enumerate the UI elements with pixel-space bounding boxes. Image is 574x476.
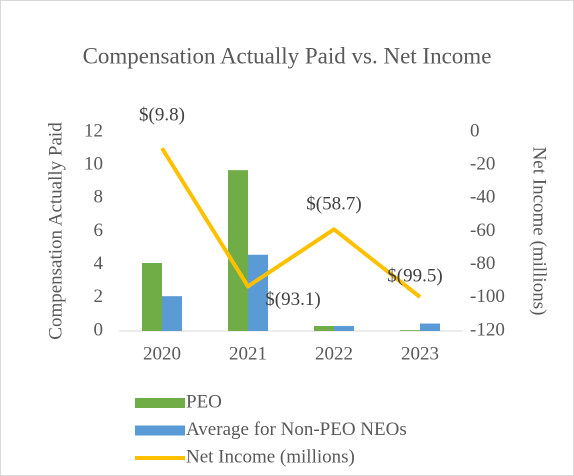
data-label: $(9.8) (139, 105, 185, 126)
y-tick-label: 6 (94, 220, 104, 241)
x-tick-label: 2023 (401, 343, 439, 364)
bar (248, 254, 268, 331)
bar (162, 296, 182, 331)
legend-swatch (135, 425, 185, 436)
bar (228, 170, 248, 331)
bar (420, 323, 440, 331)
y2-tick-label: -40 (470, 187, 495, 208)
legend-label: Net Income (millions) (186, 446, 355, 467)
y-tick-label: 2 (94, 286, 104, 307)
legend-label: Average for Non-PEO NEOs (186, 419, 407, 440)
data-label: $(58.7) (306, 194, 361, 215)
y2-tick-label: -60 (470, 220, 495, 241)
y2-axis-label: Net Income (millions) (529, 147, 550, 316)
y-tick-label: 8 (94, 187, 104, 208)
y-tick-label: 4 (94, 253, 104, 274)
y2-tick-label: -20 (470, 154, 495, 175)
line (160, 147, 422, 299)
bar (314, 326, 334, 331)
chart-title: Compensation Actually Paid vs. Net Incom… (83, 43, 492, 68)
x-tick-label: 2022 (315, 343, 353, 364)
y2-tick-label: 0 (470, 120, 480, 141)
bar (334, 326, 354, 331)
x-tick-label: 2021 (229, 343, 267, 364)
bar (142, 263, 162, 331)
y-axis-label: Compensation Actually Paid (45, 122, 66, 340)
y-tick-label: 12 (84, 120, 103, 141)
y2-tick-label: -120 (470, 319, 505, 340)
y2-tick-label: -80 (470, 253, 495, 274)
y-tick-label: 10 (84, 154, 103, 175)
legend-label: PEO (186, 391, 222, 412)
data-label: $(93.1) (265, 289, 320, 310)
data-label: $(99.5) (387, 265, 442, 286)
x-tick-label: 2020 (143, 343, 181, 364)
legend-swatch (135, 398, 185, 408)
y2-tick-label: -100 (470, 286, 505, 307)
y-tick-label: 0 (94, 319, 104, 340)
bar (400, 330, 420, 331)
